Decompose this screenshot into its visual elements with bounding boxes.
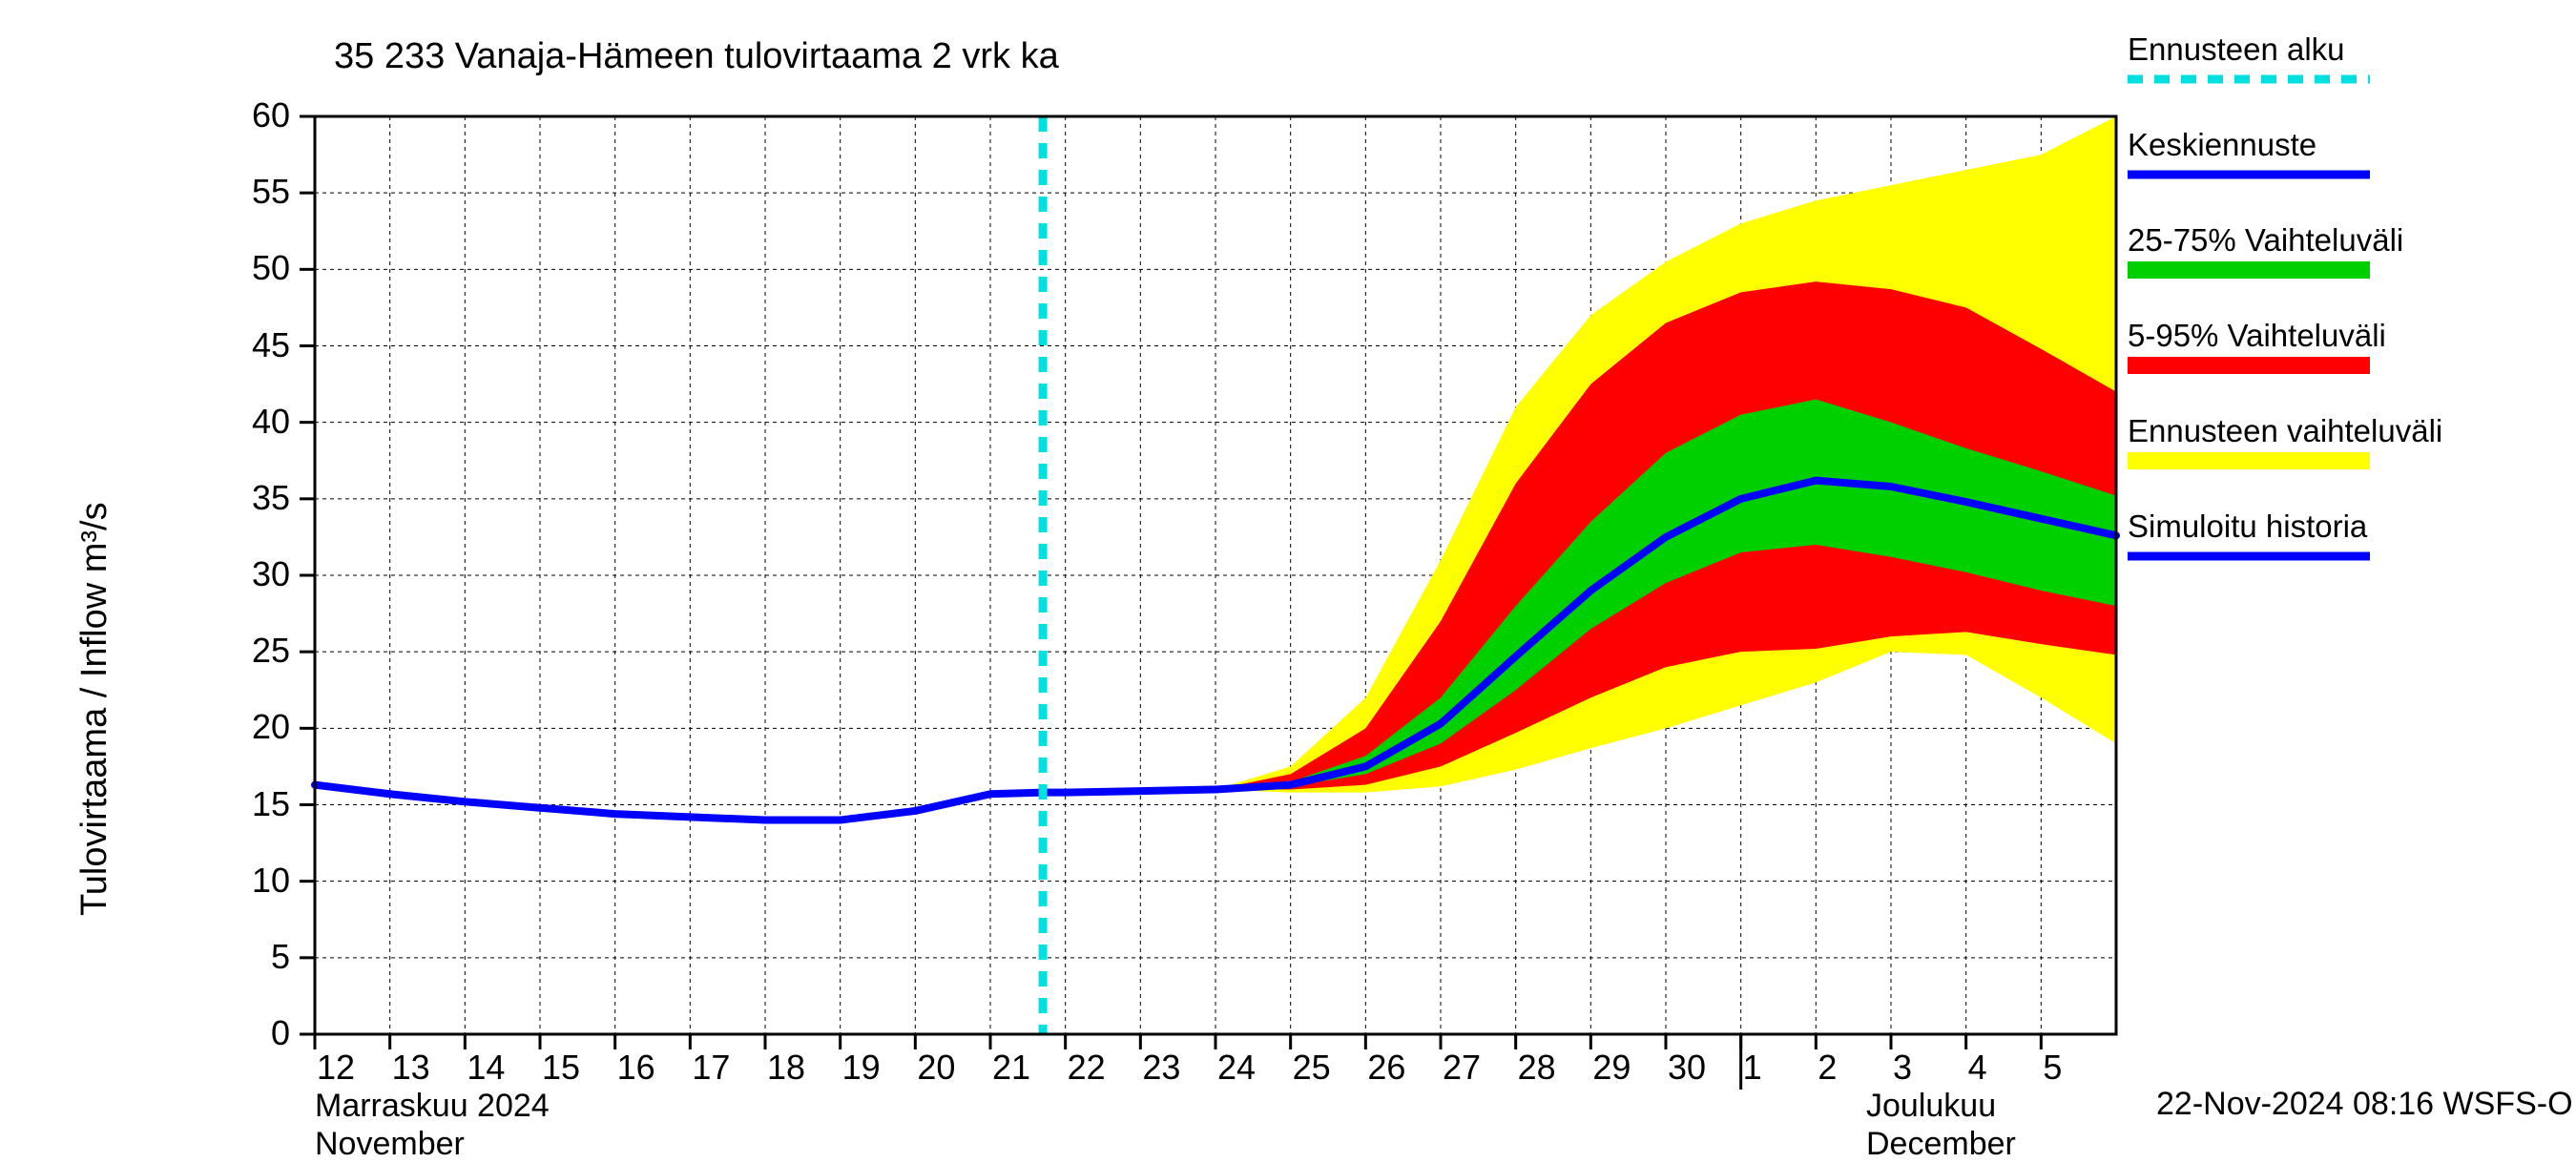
x-tick-label: 27	[1443, 1048, 1481, 1088]
x-tick-label: 28	[1518, 1048, 1556, 1088]
legend-label: 5-95% Vaihteluväli	[2128, 318, 2386, 354]
y-tick-label: 35	[252, 478, 290, 518]
y-tick-label: 25	[252, 631, 290, 671]
x-tick-label: 4	[1968, 1048, 1987, 1088]
x-tick-label: 23	[1142, 1048, 1180, 1088]
x-tick-label: 15	[542, 1048, 580, 1088]
y-tick-label: 5	[271, 937, 290, 977]
x-tick-label: 30	[1668, 1048, 1706, 1088]
x-tick-label: 24	[1217, 1048, 1256, 1088]
x-tick-label: 16	[617, 1048, 655, 1088]
y-tick-label: 10	[252, 861, 290, 901]
x-tick-label: 5	[2043, 1048, 2062, 1088]
x-tick-label: 2	[1818, 1048, 1837, 1088]
x-tick-label: 18	[767, 1048, 805, 1088]
y-tick-label: 60	[252, 95, 290, 135]
y-tick-label: 45	[252, 325, 290, 365]
x-tick-label: 1	[1743, 1048, 1762, 1088]
legend-label: Ennusteen alku	[2128, 31, 2345, 68]
y-tick-label: 20	[252, 707, 290, 747]
y-tick-label: 55	[252, 172, 290, 212]
x-tick-label: 14	[467, 1048, 505, 1088]
legend-label: 25-75% Vaihteluväli	[2128, 222, 2403, 259]
x-tick-label: 26	[1367, 1048, 1405, 1088]
x-tick-label: 12	[317, 1048, 355, 1088]
x-tick-label: 3	[1893, 1048, 1912, 1088]
x-tick-label: 22	[1068, 1048, 1106, 1088]
y-tick-label: 15	[252, 784, 290, 824]
legend-label: Simuloitu historia	[2128, 509, 2367, 545]
x-tick-label: 21	[992, 1048, 1030, 1088]
legend-label: Keskiennuste	[2128, 127, 2316, 163]
x-tick-label: 19	[842, 1048, 881, 1088]
chart-page: 35 233 Vanaja-Hämeen tulovirtaama 2 vrk …	[0, 0, 2576, 1145]
x-tick-label: 13	[392, 1048, 430, 1088]
y-tick-label: 0	[271, 1013, 290, 1053]
y-tick-label: 50	[252, 248, 290, 288]
y-tick-label: 30	[252, 554, 290, 594]
y-tick-label: 40	[252, 402, 290, 442]
month-label: Joulukuu	[1866, 1088, 1996, 1125]
x-tick-label: 29	[1592, 1048, 1631, 1088]
x-tick-label: 20	[917, 1048, 955, 1088]
month-label: Marraskuu 2024	[315, 1088, 550, 1125]
chart-svg	[0, 0, 2576, 1145]
x-tick-label: 25	[1293, 1048, 1331, 1088]
legend-label: Ennusteen vaihteluväli	[2128, 413, 2442, 449]
x-tick-label: 17	[692, 1048, 730, 1088]
